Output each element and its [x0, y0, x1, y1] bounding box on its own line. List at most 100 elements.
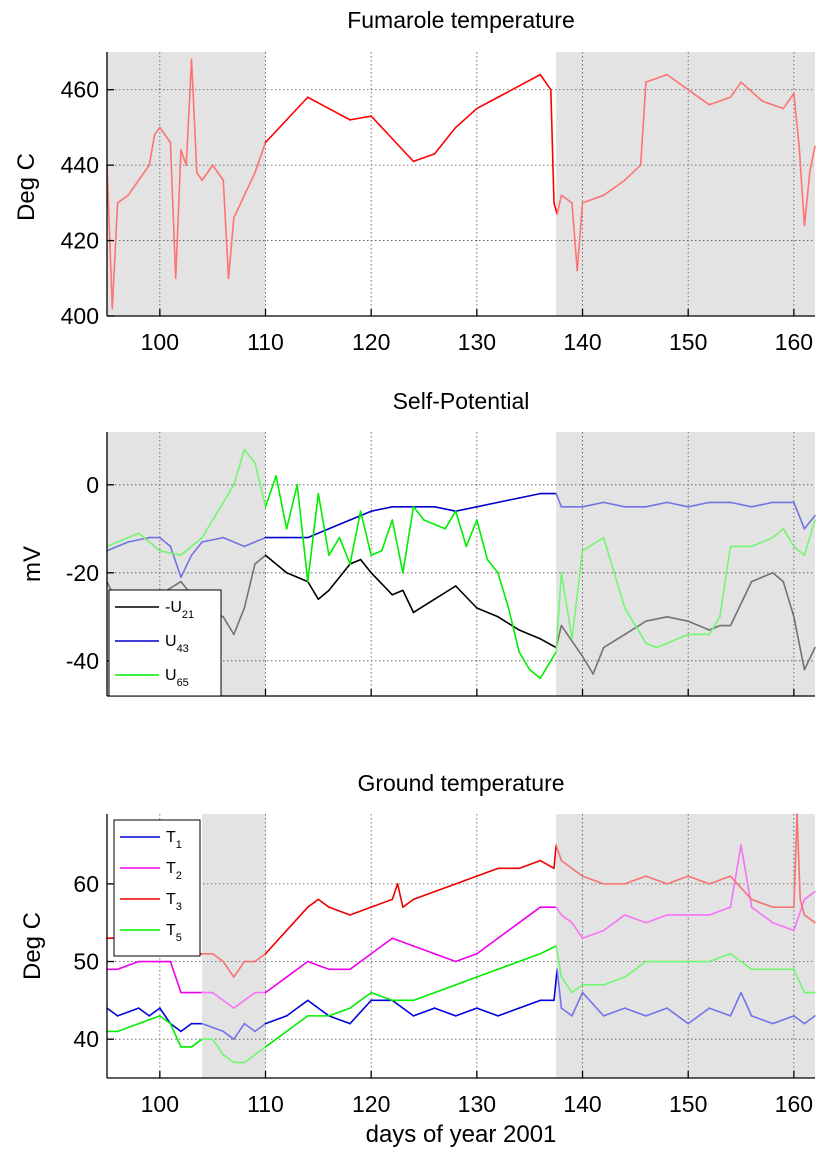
- series-segment: [623, 164, 642, 182]
- series-segment: [793, 898, 806, 932]
- x-tick-label: 120: [352, 1091, 390, 1117]
- series-segment: [476, 968, 499, 978]
- shaded-range: [202, 814, 266, 1078]
- series-segment: [243, 536, 267, 548]
- series-segment: [180, 1022, 193, 1033]
- series-segment: [708, 906, 732, 916]
- series-segment: [338, 536, 351, 565]
- series-segment: [497, 571, 510, 609]
- series-segment: [454, 1007, 478, 1017]
- series-segment: [349, 510, 372, 521]
- series-segment: [518, 651, 531, 671]
- series-segment: [433, 883, 457, 893]
- series-segment: [127, 532, 140, 539]
- x-tick-label: 130: [458, 329, 496, 355]
- series-segment: [623, 620, 647, 636]
- panel-title: Self-Potential: [393, 388, 530, 414]
- series-segment: [497, 85, 520, 99]
- series-segment: [761, 100, 785, 110]
- series-segment: [793, 615, 806, 671]
- series-segment: [370, 549, 383, 557]
- series-segment: [476, 1007, 499, 1017]
- series-segment: [687, 1007, 711, 1025]
- series-segment: [190, 1038, 203, 1048]
- shaded-range: [556, 432, 815, 696]
- series-segment: [454, 875, 478, 885]
- series-segment: [190, 541, 203, 557]
- series-segment: [750, 898, 774, 908]
- series-segment: [550, 88, 555, 204]
- series-segment: [306, 580, 320, 601]
- series-segment: [106, 164, 114, 310]
- series-segment: [639, 81, 647, 166]
- y-tick-label: 40: [73, 1026, 99, 1052]
- series-segment: [370, 898, 394, 908]
- series-segment: [233, 1022, 246, 1040]
- series-segment: [687, 620, 711, 631]
- series-segment: [560, 194, 573, 204]
- series-segment: [571, 991, 584, 1017]
- series-segment: [602, 633, 626, 649]
- series-segment: [602, 179, 626, 197]
- y-axis-label: mV: [19, 546, 46, 582]
- series-segment: [581, 655, 594, 675]
- series-segment: [328, 536, 341, 557]
- series-segment: [328, 563, 351, 592]
- series-segment: [243, 171, 256, 197]
- series-segment: [556, 968, 563, 1009]
- series-segment: [222, 1053, 235, 1064]
- series-segment: [328, 519, 351, 530]
- series-segment: [571, 984, 584, 994]
- series-segment: [454, 510, 468, 548]
- x-tick-label: 120: [352, 329, 390, 355]
- series-segment: [771, 571, 785, 583]
- ground-temperature-panel: Ground temperature 40 50 60 100 110 120 130 140…: [19, 770, 816, 1117]
- series-segment: [560, 976, 573, 994]
- series-segment: [623, 1007, 647, 1017]
- series-segment: [306, 898, 320, 908]
- series-segment: [111, 202, 119, 310]
- series-segment: [391, 589, 404, 596]
- series-segment: [602, 501, 626, 508]
- series-segment: [750, 501, 774, 508]
- series-segment: [750, 571, 774, 583]
- series-segment: [454, 107, 478, 129]
- series-segment: [222, 536, 246, 548]
- series-segment: [497, 615, 520, 631]
- series-segment: [803, 1015, 816, 1025]
- series-segment: [645, 615, 668, 623]
- series-segment: [476, 867, 499, 877]
- series-segment: [581, 991, 605, 1017]
- series-segment: [750, 1015, 774, 1025]
- series-segment: [623, 875, 647, 885]
- series-segment: [666, 73, 689, 91]
- series-segment: [581, 501, 605, 508]
- series-segment: [803, 914, 816, 924]
- panel-title: Ground temperature: [357, 770, 564, 796]
- series-segment: [180, 149, 188, 166]
- series-segment: [349, 510, 362, 565]
- series-segment: [729, 81, 742, 99]
- series-segment: [528, 668, 542, 680]
- series-segment: [729, 580, 753, 627]
- series-segment: [708, 952, 732, 963]
- series-segment: [148, 541, 161, 552]
- series-segment: [803, 646, 816, 671]
- series-segment: [497, 921, 520, 940]
- series-segment: [370, 991, 394, 1002]
- series-segment: [571, 202, 579, 272]
- series-segment: [233, 960, 246, 978]
- series-line-0: [106, 58, 816, 310]
- series-segment: [359, 558, 372, 574]
- series-segment: [602, 914, 626, 932]
- series-segment: [423, 519, 436, 526]
- series-segment: [708, 875, 732, 885]
- series-segment: [666, 633, 689, 645]
- series-segment: [497, 960, 520, 971]
- series-segment: [602, 536, 626, 609]
- series-segment: [349, 952, 372, 971]
- series-segment: [433, 984, 457, 994]
- series-segment: [793, 545, 806, 557]
- series-segment: [803, 171, 811, 227]
- series-segment: [454, 585, 478, 609]
